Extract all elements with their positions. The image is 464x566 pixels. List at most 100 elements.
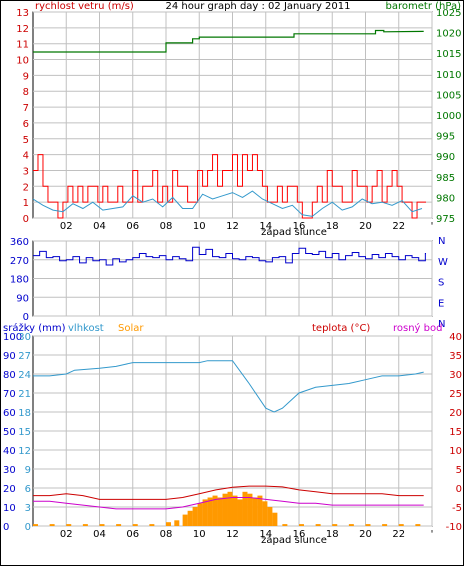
wind-tick-label: 0 xyxy=(23,214,29,225)
compass-label: E xyxy=(438,298,444,309)
temperature-tick-label: 40 xyxy=(449,332,462,343)
temperature-tick-label: 20 xyxy=(449,408,462,419)
humidity-tick-label: 9 xyxy=(25,465,31,476)
barometer-tick-label: 995 xyxy=(436,132,455,143)
solar-bar xyxy=(66,524,72,526)
hour-tick-label: 02 xyxy=(60,529,73,540)
rain-tick-label: 20 xyxy=(3,484,16,495)
dewpoint-axis-label: rosný bod xyxy=(393,322,442,334)
solar-bar xyxy=(202,499,208,526)
wind-tick-label: 12 xyxy=(16,24,29,35)
direction-tick-label: 180 xyxy=(10,275,29,286)
temperature-line xyxy=(33,485,424,500)
wind-tick-label: 3 xyxy=(23,166,29,177)
wind-speed-line xyxy=(33,154,427,219)
hour-tick-label: 22 xyxy=(392,221,405,232)
humidity-tick-label: 0 xyxy=(25,522,31,533)
solar-bar xyxy=(262,501,268,526)
wind-tick-label: 11 xyxy=(16,40,29,51)
hour-tick-label: 10 xyxy=(193,221,206,232)
wind-tick-label: 13 xyxy=(16,8,29,19)
compass-label: S xyxy=(438,278,444,289)
wind-axis-label: rychlost vetru (m/s) xyxy=(35,1,134,12)
humidity-tick-label: 30 xyxy=(18,332,31,343)
hour-tick-label: 16 xyxy=(293,529,306,540)
solar-bar xyxy=(299,524,304,526)
hour-tick-label: 18 xyxy=(326,529,339,540)
sunset-label: západ slunce xyxy=(261,226,327,238)
direction-tick-label: 90 xyxy=(16,293,29,304)
humidity-tick-label: 27 xyxy=(18,351,31,362)
sunset-label: západ slunce xyxy=(261,534,327,546)
rain-tick-label: 80 xyxy=(3,370,16,381)
solar-bar xyxy=(99,524,105,526)
barometer-tick-label: 1020 xyxy=(436,29,461,40)
temperature-tick-label: 0 xyxy=(456,484,462,495)
temperature-tick-label: -5 xyxy=(452,503,462,514)
temperature-tick-label: 5 xyxy=(456,465,462,476)
compass-label: N xyxy=(438,236,445,247)
solar-bar xyxy=(332,524,338,526)
solar-axis-label: Solar xyxy=(118,323,144,334)
solar-bar xyxy=(49,524,55,526)
wind-tick-label: 6 xyxy=(23,119,29,130)
direction-tick-label: 0 xyxy=(23,312,29,323)
solar-bar xyxy=(242,491,248,526)
wind-tick-label: 7 xyxy=(23,103,29,114)
solar-bar xyxy=(132,524,138,526)
hour-tick-label: 06 xyxy=(126,221,139,232)
temperature-tick-label: 10 xyxy=(449,446,462,457)
barometer-tick-label: 975 xyxy=(436,214,455,225)
hour-tick-label: 20 xyxy=(359,529,372,540)
humidity-tick-label: 3 xyxy=(25,503,31,514)
humidity-tick-label: 21 xyxy=(18,389,31,400)
rain-tick-label: 90 xyxy=(3,351,16,362)
dewpoint-line xyxy=(33,497,424,510)
solar-bar xyxy=(247,493,253,526)
rain-tick-label: 30 xyxy=(3,465,16,476)
graph-title: 24 hour graph day : 02 January 2011 xyxy=(166,1,351,12)
solar-bar xyxy=(187,510,193,526)
solar-bar xyxy=(282,524,288,526)
rain-tick-label: 50 xyxy=(3,427,16,438)
solar-bar xyxy=(365,524,371,526)
wind-tick-label: 5 xyxy=(23,135,29,146)
barometer-tick-label: 985 xyxy=(436,173,455,184)
solar-bar xyxy=(207,497,213,526)
solar-bar xyxy=(232,495,238,526)
temperature-tick-label: 15 xyxy=(449,427,462,438)
solar-bar xyxy=(174,520,180,526)
temperature-tick-label: 30 xyxy=(449,370,462,381)
humidity-tick-label: 18 xyxy=(18,408,31,419)
solar-bar xyxy=(267,507,273,526)
solar-bar xyxy=(398,524,404,526)
wind-tick-label: 9 xyxy=(23,71,29,82)
barometer-line xyxy=(33,29,424,53)
hour-tick-label: 08 xyxy=(160,529,173,540)
hour-tick-label: 14 xyxy=(259,529,272,540)
solar-bar xyxy=(166,522,171,526)
hour-tick-label: 14 xyxy=(259,221,272,232)
compass-label: N xyxy=(438,319,445,330)
humidity-line xyxy=(33,360,424,413)
compass-label: W xyxy=(438,257,448,268)
rain-tick-label: 40 xyxy=(3,446,16,457)
solar-bar xyxy=(315,524,321,526)
direction-tick-label: 360 xyxy=(10,237,29,248)
solar-bar xyxy=(116,524,122,526)
humidity-tick-label: 12 xyxy=(18,446,31,457)
solar-bar xyxy=(252,497,258,526)
wind-direction-line xyxy=(33,246,427,266)
rain-tick-label: 100 xyxy=(3,332,22,343)
wind-tick-label: 8 xyxy=(23,87,29,98)
barometer-tick-label: 1000 xyxy=(436,111,461,122)
barometer-tick-label: 1025 xyxy=(436,8,461,19)
hour-tick-label: 16 xyxy=(293,221,306,232)
solar-bar xyxy=(212,495,218,526)
hour-tick-label: 18 xyxy=(326,221,339,232)
solar-bar xyxy=(222,493,228,526)
hour-tick-label: 04 xyxy=(93,529,106,540)
humidity-tick-label: 6 xyxy=(25,484,31,495)
hour-tick-label: ' xyxy=(431,221,434,232)
humidity-axis-label: vlhkost xyxy=(68,323,104,334)
